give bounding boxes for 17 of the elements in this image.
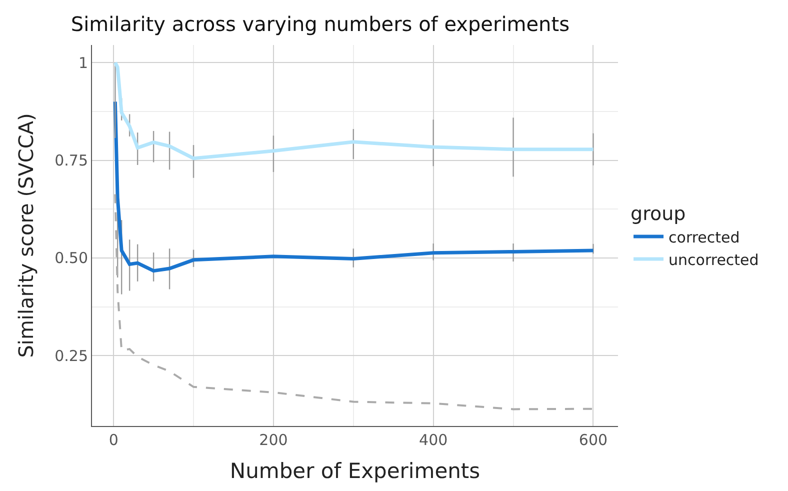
y-tick-label: 0.75	[54, 152, 88, 170]
x-axis-title: Number of Experiments	[230, 459, 480, 484]
x-tick-label: 200	[259, 431, 288, 449]
x-tick-label: 0	[108, 431, 118, 449]
line-series	[114, 193, 594, 410]
legend-label: corrected	[668, 228, 740, 246]
y-tick-label: 1	[78, 54, 88, 72]
legend-label: uncorrected	[668, 250, 759, 269]
y-axis-title: Similarity score (SVCCA)	[14, 113, 38, 358]
legend-title: group	[630, 203, 686, 226]
x-tick-label: 600	[578, 431, 608, 449]
chart-title: Similarity across varying numbers of experiments	[70, 12, 570, 36]
y-tick-label: 0.25	[54, 346, 88, 365]
line-series	[113, 60, 595, 160]
x-tick-label: 400	[419, 431, 448, 449]
y-tick-label: 0.50	[54, 249, 88, 268]
line-series	[113, 100, 595, 273]
